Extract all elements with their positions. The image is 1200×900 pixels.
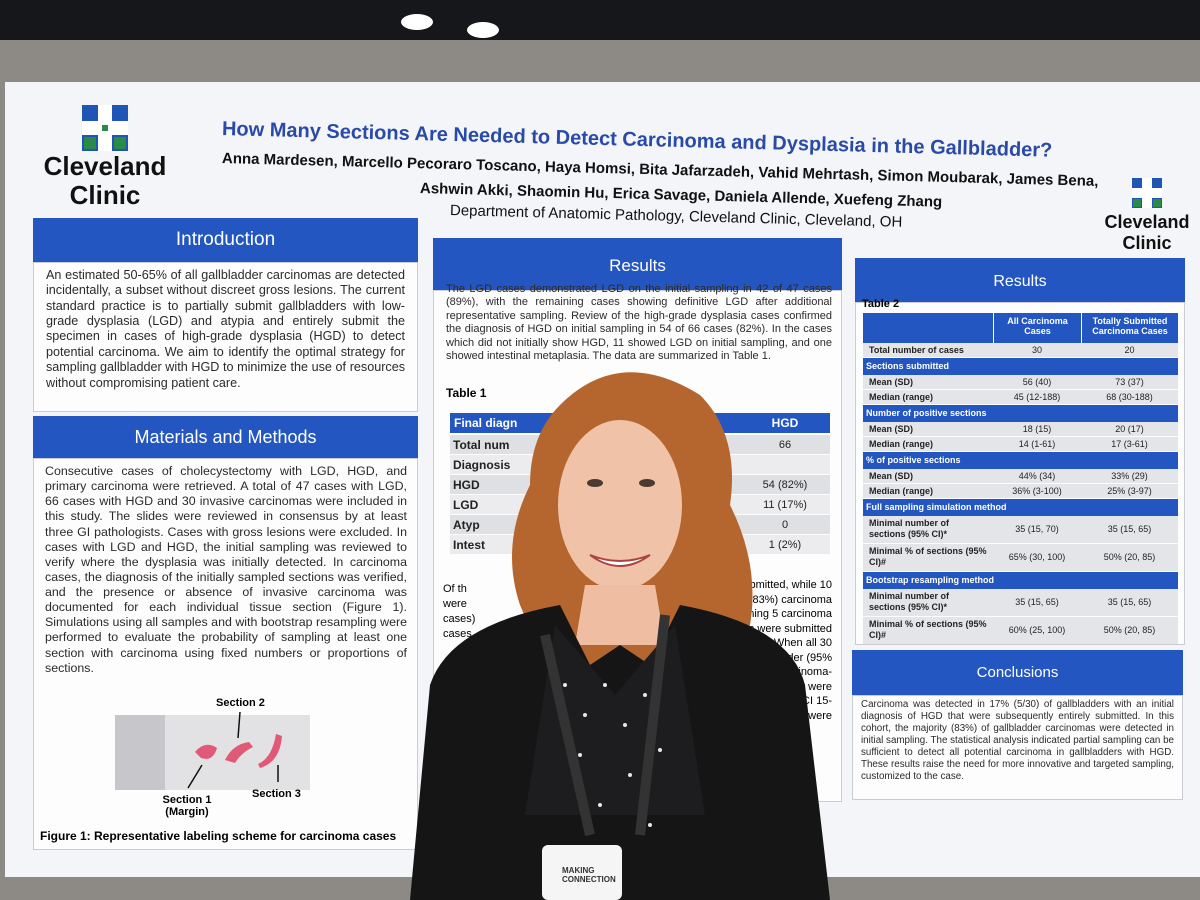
table-cell: 14 (1-61) <box>993 437 1081 451</box>
table-cell: Minimal number of sections (95% CI)* <box>863 589 993 616</box>
table-cell: 1 (2%) <box>740 535 830 554</box>
table-cell: 17 (3-61) <box>1081 437 1178 451</box>
table-cell: Median (range) <box>863 390 993 404</box>
table-cell: 18 (15) <box>993 422 1081 436</box>
table-cell: Mean (SD) <box>863 422 993 436</box>
table-cell: 25% (3-97) <box>1081 484 1178 498</box>
table-cell: 0 <box>740 515 830 534</box>
badge-text: MAKING CONNECTION <box>562 866 616 884</box>
table-cell: Median (range) <box>863 484 993 498</box>
figure-label: Section 1 (Margin) <box>155 794 219 818</box>
logo-line: Cleveland <box>43 151 167 181</box>
table-cell: 50% (20, 85) <box>1081 617 1178 644</box>
logo-line: Clinic <box>1122 233 1172 253</box>
intro-text: An estimated 50-65% of all gallbladder c… <box>33 262 418 412</box>
table-cell: 35 (15, 65) <box>1081 516 1178 543</box>
fragments: Of th were cases) cases <box>443 582 475 642</box>
table-cell: 73 (37) <box>1081 375 1178 389</box>
section-heading: Results <box>855 258 1185 302</box>
section-heading: Introduction <box>33 218 418 262</box>
methods-text: Consecutive cases of cholecystectomy wit… <box>45 464 407 675</box>
table-2: All Carcinoma Cases Totally Submitted Car… <box>863 313 1178 644</box>
logo-text: Cleveland Clinic <box>1100 212 1194 254</box>
results-text: The LGD cases demonstrated LGD on the in… <box>446 283 832 363</box>
person <box>410 372 830 900</box>
figure-label: Section 1 <box>162 794 212 806</box>
table-label: Table 2 <box>862 298 900 310</box>
logo-text: Cleveland Clinic <box>40 152 170 210</box>
table-cell: 20 <box>1081 343 1178 357</box>
text-fragment: (83%) carcinoma <box>748 593 832 606</box>
table-cell: 35 (15, 65) <box>1081 589 1178 616</box>
section-heading: Results <box>433 238 842 290</box>
text-fragment: cases) <box>443 613 476 625</box>
figure-label: (Margin) <box>165 806 209 818</box>
table-section: % of positive sections <box>863 452 1178 469</box>
table-cell: 30 <box>993 343 1081 357</box>
figure-label: Section 3 <box>252 788 301 800</box>
table-cell: 66 <box>740 435 830 454</box>
logo-line: Clinic <box>69 180 141 210</box>
table-cell: Minimal % of sections (95% CI)# <box>863 617 993 644</box>
figure-caption: Figure 1: Representative labeling scheme… <box>40 829 397 843</box>
conclusions-text: Carcinoma was detected in 17% (5/30) of … <box>852 695 1183 800</box>
table-header: All Carcinoma Cases <box>993 313 1081 343</box>
table-section: Sections submitted <box>863 358 1178 375</box>
table-cell: 56 (40) <box>993 375 1081 389</box>
table-label: Table 1 <box>446 386 487 400</box>
table-cell: 36% (3-100) <box>993 484 1081 498</box>
table-cell: Median (range) <box>863 437 993 451</box>
text-fragment: CI 15- <box>802 695 832 707</box>
logo-line: Cleveland <box>1104 212 1190 232</box>
table-cell: Total number of cases <box>863 343 993 357</box>
text-fragment: When all 30 <box>773 637 832 649</box>
text-fragment: cases <box>443 628 472 640</box>
figure-label: Section 2 <box>216 697 265 709</box>
table-header <box>863 313 993 343</box>
section-heading: Materials and Methods <box>33 416 418 458</box>
table-cell: 68 (30-188) <box>1081 390 1178 404</box>
table-cell: Minimal % of sections (95% CI)# <box>863 544 993 571</box>
table-cell: Mean (SD) <box>863 469 993 483</box>
table-header: Totally Submitted Carcinoma Cases <box>1081 313 1178 343</box>
table-cell: Mean (SD) <box>863 375 993 389</box>
table-cell: 45 (12-188) <box>993 390 1081 404</box>
table-cell: 11 (17%) <box>740 495 830 514</box>
table-cell: 54 (82%) <box>740 475 830 494</box>
table-cell: 60% (25, 100) <box>993 617 1081 644</box>
table-header: HGD <box>740 413 830 433</box>
text-fragment: were <box>443 598 467 610</box>
logo-icon <box>1132 178 1162 208</box>
figure <box>115 711 310 790</box>
table-cell: 35 (15, 65) <box>993 589 1081 616</box>
table-section: Full sampling simulation method <box>863 499 1178 516</box>
table-cell: 35 (15, 70) <box>993 516 1081 543</box>
table-cell: 33% (29) <box>1081 469 1178 483</box>
table-cell: 65% (30, 100) <box>993 544 1081 571</box>
section-heading: Conclusions <box>852 650 1183 695</box>
table-cell: 44% (34) <box>993 469 1081 483</box>
text-fragment: Of th <box>443 583 467 595</box>
table-cell: 50% (20, 85) <box>1081 544 1178 571</box>
logo-icon <box>82 105 128 151</box>
table-section: Bootstrap resampling method <box>863 572 1178 589</box>
table-cell: 20 (17) <box>1081 422 1178 436</box>
table-cell: Minimal number of sections (95% CI)* <box>863 516 993 543</box>
table-section: Number of positive sections <box>863 405 1178 422</box>
